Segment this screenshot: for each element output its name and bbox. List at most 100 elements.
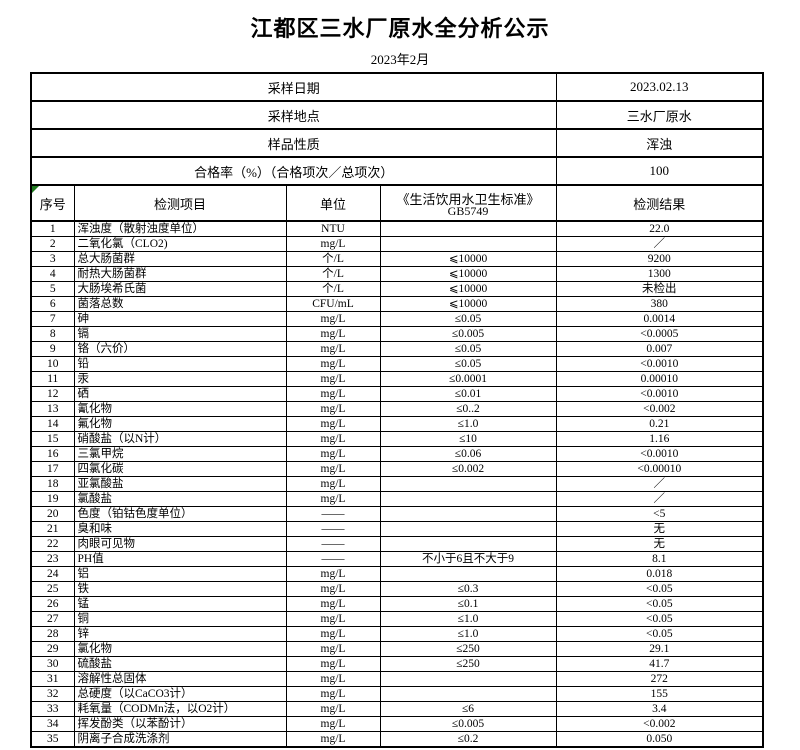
cell-result: 0.050	[555, 731, 764, 748]
table-row: 30 硫酸盐 mg/L ≤250 41.7	[30, 656, 764, 672]
cell-result: 1.16	[555, 431, 764, 447]
cell-seq: 16	[30, 446, 75, 462]
cell-item: 臭和味	[73, 521, 287, 537]
cell-item: 氯化物	[73, 641, 287, 657]
cell-unit: mg/L	[285, 326, 381, 342]
page-title: 江都区三水厂原水全分析公示	[250, 16, 550, 41]
cell-seq: 22	[30, 536, 75, 552]
cell-item: 四氯化碳	[73, 461, 287, 477]
table-row: 5 大肠埃希氏菌 个/L ⩽10000 未检出	[30, 281, 764, 297]
cell-seq: 18	[30, 476, 75, 492]
table-row: 17 四氯化碳 mg/L ≤0.002 <0.00010	[30, 461, 764, 477]
table-row: 16 三氯甲烷 mg/L ≤0.06 <0.0010	[30, 446, 764, 462]
table-row: 4 耐热大肠菌群 个/L ⩽10000 1300	[30, 266, 764, 282]
cell-unit: ——	[285, 536, 381, 552]
info-label: 样品性质	[30, 128, 557, 158]
cell-item: 浑浊度（散射浊度单位）	[73, 220, 287, 237]
cell-result: <0.00010	[555, 461, 764, 477]
cell-result: 9200	[555, 251, 764, 267]
excel-corner-marker-icon	[32, 186, 39, 193]
cell-result: ／	[555, 476, 764, 492]
cell-standard: 不小于6且不大于9	[379, 551, 557, 567]
cell-standard: ≤1.0	[379, 611, 557, 627]
cell-seq: 27	[30, 611, 75, 627]
cell-seq: 30	[30, 656, 75, 672]
cell-result: 0.007	[555, 341, 764, 357]
cell-standard: ≤250	[379, 641, 557, 657]
cell-unit: mg/L	[285, 731, 381, 748]
cell-result: 无	[555, 521, 764, 537]
cell-standard	[379, 536, 557, 552]
cell-unit: mg/L	[285, 656, 381, 672]
cell-unit: mg/L	[285, 566, 381, 582]
table-row: 12 硒 mg/L ≤0.01 <0.0010	[30, 386, 764, 402]
cell-unit: mg/L	[285, 431, 381, 447]
cell-seq: 3	[30, 251, 75, 267]
cell-unit: mg/L	[285, 446, 381, 462]
cell-item: 硫酸盐	[73, 656, 287, 672]
cell-unit: ——	[285, 521, 381, 537]
cell-seq: 11	[30, 371, 75, 387]
cell-result: <0.002	[555, 401, 764, 417]
cell-unit: mg/L	[285, 626, 381, 642]
cell-seq: 7	[30, 311, 75, 327]
cell-result: 0.0014	[555, 311, 764, 327]
cell-item: 锰	[73, 596, 287, 612]
cell-unit: mg/L	[285, 611, 381, 627]
standard-title-line: 《生活饮用水卫生标准》	[396, 191, 540, 207]
cell-result: 380	[555, 296, 764, 312]
cell-unit: ——	[285, 551, 381, 567]
cell-result: 1300	[555, 266, 764, 282]
cell-seq: 2	[30, 236, 75, 252]
info-value: 浑浊	[555, 128, 764, 158]
cell-unit: mg/L	[285, 581, 381, 597]
cell-item: 亚氯酸盐	[73, 476, 287, 492]
cell-unit: mg/L	[285, 641, 381, 657]
cell-unit: NTU	[285, 220, 381, 237]
table-row: 33 耗氧量（CODMn法，以O2计） mg/L ≤6 3.4	[30, 701, 764, 717]
cell-standard: ≤0.05	[379, 311, 557, 327]
cell-unit: mg/L	[285, 686, 381, 702]
cell-standard	[379, 671, 557, 687]
cell-standard: ≤0.0001	[379, 371, 557, 387]
info-row: 样品性质 浑浊	[30, 128, 764, 158]
cell-result: 无	[555, 536, 764, 552]
cell-result: 272	[555, 671, 764, 687]
cell-result: <0.05	[555, 611, 764, 627]
cell-item: 氟化物	[73, 416, 287, 432]
table-row: 19 氯酸盐 mg/L ／	[30, 491, 764, 507]
cell-result: 29.1	[555, 641, 764, 657]
cell-unit: mg/L	[285, 716, 381, 732]
table-row: 13 氰化物 mg/L ≤0..2 <0.002	[30, 401, 764, 417]
table-row: 31 溶解性总固体 mg/L 272	[30, 671, 764, 687]
cell-standard: ≤0.05	[379, 341, 557, 357]
cell-standard	[379, 491, 557, 507]
info-label: 合格率（%）（合格项次／总项次）	[30, 156, 557, 186]
cell-seq: 13	[30, 401, 75, 417]
cell-item: 二氧化氯（CLO2)	[73, 236, 287, 252]
cell-seq: 35	[30, 731, 75, 748]
cell-item: 肉眼可见物	[73, 536, 287, 552]
cell-standard	[379, 566, 557, 582]
cell-result: 0.00010	[555, 371, 764, 387]
column-header-row: 序号 检测项目 单位 《生活饮用水卫生标准》 GB5749 检测结果	[30, 184, 764, 222]
cell-unit: mg/L	[285, 371, 381, 387]
cell-result: ／	[555, 236, 764, 252]
table-row: 2 二氧化氯（CLO2) mg/L ／	[30, 236, 764, 252]
info-value: 三水厂原水	[555, 100, 764, 130]
cell-item: 汞	[73, 371, 287, 387]
cell-result: 22.0	[555, 220, 764, 237]
cell-item: 氯酸盐	[73, 491, 287, 507]
cell-standard	[379, 506, 557, 522]
table-row: 25 铁 mg/L ≤0.3 <0.05	[30, 581, 764, 597]
standard-code-line: GB5749	[447, 203, 489, 218]
cell-seq: 1	[30, 220, 75, 237]
cell-result: <0.0010	[555, 356, 764, 372]
cell-item: 砷	[73, 311, 287, 327]
cell-item: 三氯甲烷	[73, 446, 287, 462]
cell-item: 硒	[73, 386, 287, 402]
cell-result: <0.0010	[555, 386, 764, 402]
cell-unit: mg/L	[285, 416, 381, 432]
cell-seq: 26	[30, 596, 75, 612]
cell-result: 未检出	[555, 281, 764, 297]
